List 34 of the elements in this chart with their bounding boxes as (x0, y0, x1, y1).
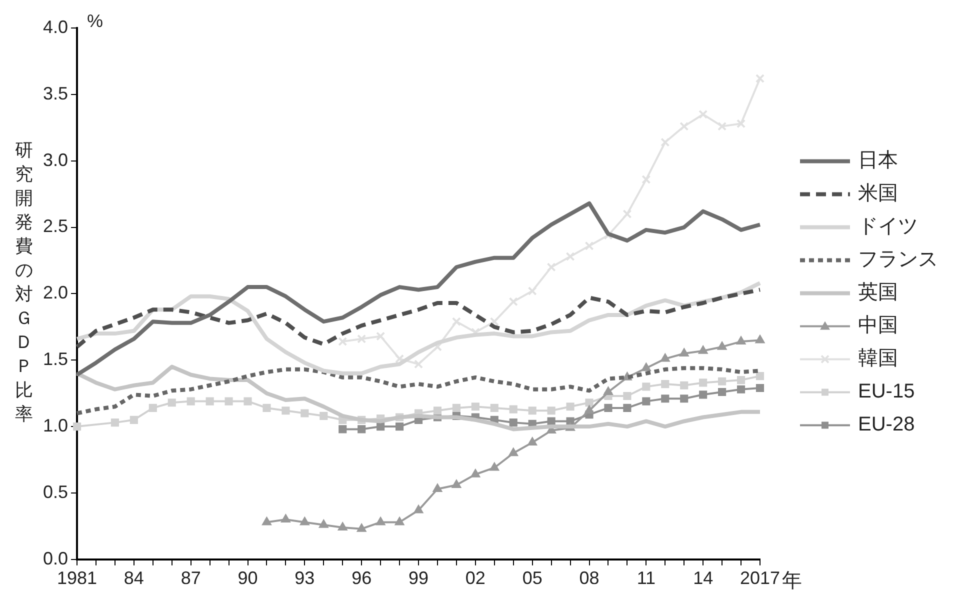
x-axis-title: 年 (782, 570, 802, 592)
annotation: % (87, 10, 104, 31)
y-tick-label: 1.0 (42, 416, 68, 436)
y-tick-label: 0.5 (42, 482, 68, 502)
x-tick-label: 05 (522, 568, 542, 588)
x-tick-label: 90 (238, 568, 258, 588)
text: 研究開発費の対ＧＤＰ比率 (15, 140, 33, 424)
y-tick-label: 0.0 (42, 548, 68, 568)
x-tick-label: 93 (294, 568, 315, 588)
legend-label: ドイツ (858, 216, 918, 238)
x-tick-label: 96 (352, 568, 372, 588)
legend-label: 中国 (858, 314, 898, 337)
x-tick-label: 99 (408, 568, 429, 588)
legend-label: フランス (858, 248, 938, 271)
y-tick-label: 1.5 (42, 349, 68, 370)
x-tick-label: 11 (636, 568, 656, 588)
legend-label: 韓国 (858, 348, 898, 370)
x-tick-label: 2017 (740, 568, 780, 588)
y-tick-label: 2.5 (42, 216, 68, 236)
y-tick-label: 3.0 (42, 150, 68, 170)
legend-label: EU-15 (858, 380, 915, 403)
x-tick-label: 08 (579, 568, 600, 588)
x-tick-label: 87 (180, 568, 201, 588)
x-tick-label: 02 (465, 568, 486, 588)
y-tick-label: 4.0 (42, 16, 68, 37)
x-tick-label: 84 (124, 568, 144, 588)
y-tick-label: 3.5 (42, 83, 68, 104)
y-tick-label: 2.0 (42, 282, 68, 303)
legend-label: 日本 (858, 150, 898, 172)
legend-label: 米国 (858, 182, 898, 205)
x-tick-label: 14 (693, 568, 714, 588)
legend-label: EU-28 (858, 414, 915, 436)
x-tick-label: 1981 (57, 568, 98, 588)
legend-label: 英国 (858, 282, 898, 304)
